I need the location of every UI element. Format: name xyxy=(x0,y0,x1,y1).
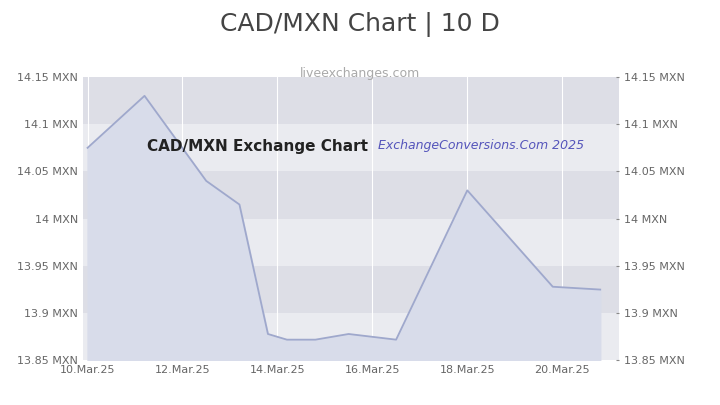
Text: CAD/MXN Exchange Chart: CAD/MXN Exchange Chart xyxy=(147,139,368,154)
Bar xyxy=(83,171,619,219)
Bar xyxy=(83,219,619,266)
Bar xyxy=(83,124,619,171)
Bar xyxy=(83,313,619,360)
Text: CAD/MXN Chart | 10 D: CAD/MXN Chart | 10 D xyxy=(220,12,500,37)
Bar xyxy=(83,266,619,313)
Bar xyxy=(83,77,619,124)
Text: ExchangeConversions.Com 2025: ExchangeConversions.Com 2025 xyxy=(378,139,584,152)
Text: liveexchanges.com: liveexchanges.com xyxy=(300,67,420,80)
